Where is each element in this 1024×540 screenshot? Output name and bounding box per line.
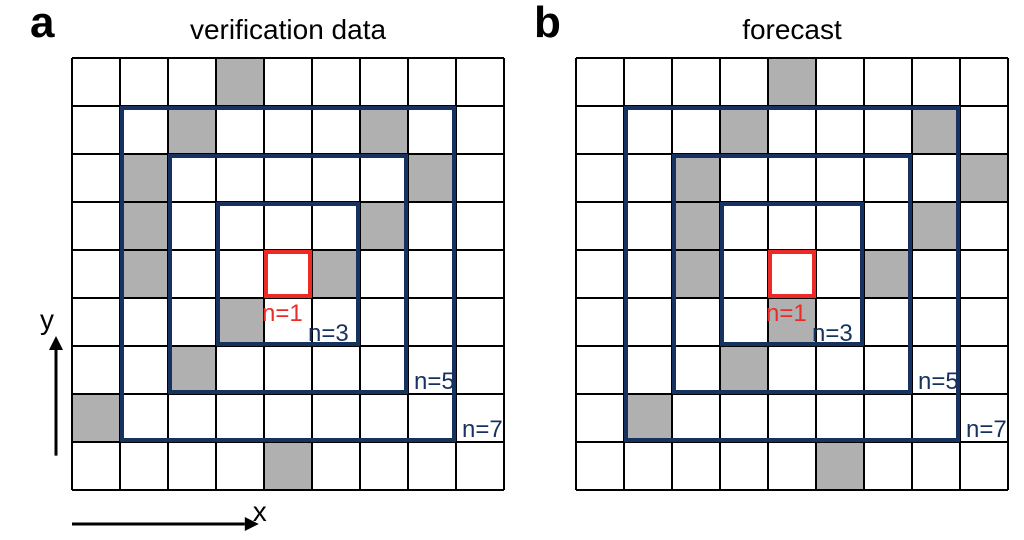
grid-cell	[312, 58, 360, 106]
grid-cell	[72, 106, 120, 154]
grid-cell	[864, 442, 912, 490]
grid-cell	[960, 58, 1008, 106]
grid-cell	[456, 58, 504, 106]
grid-line-h	[576, 57, 1008, 59]
grid-cell	[576, 202, 624, 250]
grid-cell	[408, 442, 456, 490]
grid-line-h	[72, 57, 504, 59]
grid-line-v	[503, 58, 505, 490]
figure-root: averification datan=7n=5n=3n=1xybforecas…	[0, 0, 1024, 540]
grid-cell	[456, 106, 504, 154]
grid-cell	[456, 202, 504, 250]
grid-cell	[120, 442, 168, 490]
neighborhood-label-n5: n=5	[414, 368, 455, 396]
panel-letter-b: b	[534, 0, 561, 48]
grid-cell	[456, 154, 504, 202]
grid-cell	[960, 442, 1008, 490]
panel-title-b: forecast	[576, 14, 1008, 46]
y-axis-arrow	[46, 336, 66, 461]
grid-cell	[456, 298, 504, 346]
neighborhood-label-n7: n=7	[966, 416, 1007, 444]
grid-cell	[72, 202, 120, 250]
grid-cell	[72, 154, 120, 202]
neighborhood-label-n1: n=1	[766, 300, 807, 328]
grid-cell	[456, 442, 504, 490]
grid-cell	[960, 298, 1008, 346]
grid-cell	[72, 442, 120, 490]
grid-line-h	[72, 489, 504, 491]
grid-cell	[312, 442, 360, 490]
grid-cell	[768, 58, 816, 106]
grid-line-v	[1007, 58, 1009, 490]
grid-cell	[960, 106, 1008, 154]
grid-cell	[168, 442, 216, 490]
grid-cell	[72, 298, 120, 346]
grid-cell	[72, 346, 120, 394]
grid-cell	[264, 442, 312, 490]
grid-cell	[720, 58, 768, 106]
grid-cell	[864, 58, 912, 106]
panel-letter-a: a	[30, 0, 54, 48]
grid-cell	[624, 442, 672, 490]
grid-cell	[816, 58, 864, 106]
grid-cell	[72, 394, 120, 442]
grid-a: n=7n=5n=3n=1xy	[72, 58, 504, 490]
grid-line-v	[575, 58, 577, 490]
grid-cell	[216, 58, 264, 106]
grid-cell	[960, 250, 1008, 298]
grid-cell	[456, 346, 504, 394]
grid-cell	[672, 58, 720, 106]
grid-line-h	[576, 489, 1008, 491]
neighborhood-n1	[264, 250, 312, 298]
grid-cell	[360, 442, 408, 490]
x-axis-arrow	[72, 514, 259, 539]
grid-cell	[960, 154, 1008, 202]
grid-cell	[960, 202, 1008, 250]
grid-cell	[576, 250, 624, 298]
grid-cell	[576, 394, 624, 442]
grid-cell	[720, 442, 768, 490]
grid-cell	[576, 346, 624, 394]
grid-cell	[576, 298, 624, 346]
x-axis-label: x	[253, 496, 267, 528]
panel-title-a: verification data	[72, 14, 504, 46]
grid-cell	[912, 442, 960, 490]
grid-b: n=7n=5 n=3n=1	[576, 58, 1008, 490]
grid-cell	[768, 442, 816, 490]
grid-cell	[576, 58, 624, 106]
grid-cell	[576, 442, 624, 490]
grid-line-v	[71, 58, 73, 490]
grid-cell	[576, 106, 624, 154]
grid-cell	[672, 442, 720, 490]
grid-cell	[72, 250, 120, 298]
neighborhood-label-n7: n=7	[462, 416, 503, 444]
grid-cell	[912, 58, 960, 106]
grid-cell	[456, 250, 504, 298]
grid-cell	[624, 58, 672, 106]
neighborhood-label-n3: n=3	[812, 320, 853, 348]
grid-cell	[264, 58, 312, 106]
neighborhood-n1	[768, 250, 816, 298]
y-axis-label: y	[40, 304, 54, 336]
grid-cell	[960, 346, 1008, 394]
neighborhood-label-n3: n=3	[308, 320, 349, 348]
neighborhood-label-n5: n=5	[918, 368, 959, 396]
grid-cell	[120, 58, 168, 106]
grid-cell	[72, 58, 120, 106]
grid-cell	[816, 442, 864, 490]
grid-cell	[576, 154, 624, 202]
grid-cell	[216, 442, 264, 490]
grid-cell	[360, 58, 408, 106]
neighborhood-label-n1: n=1	[262, 300, 303, 328]
grid-cell	[168, 58, 216, 106]
grid-cell	[408, 58, 456, 106]
